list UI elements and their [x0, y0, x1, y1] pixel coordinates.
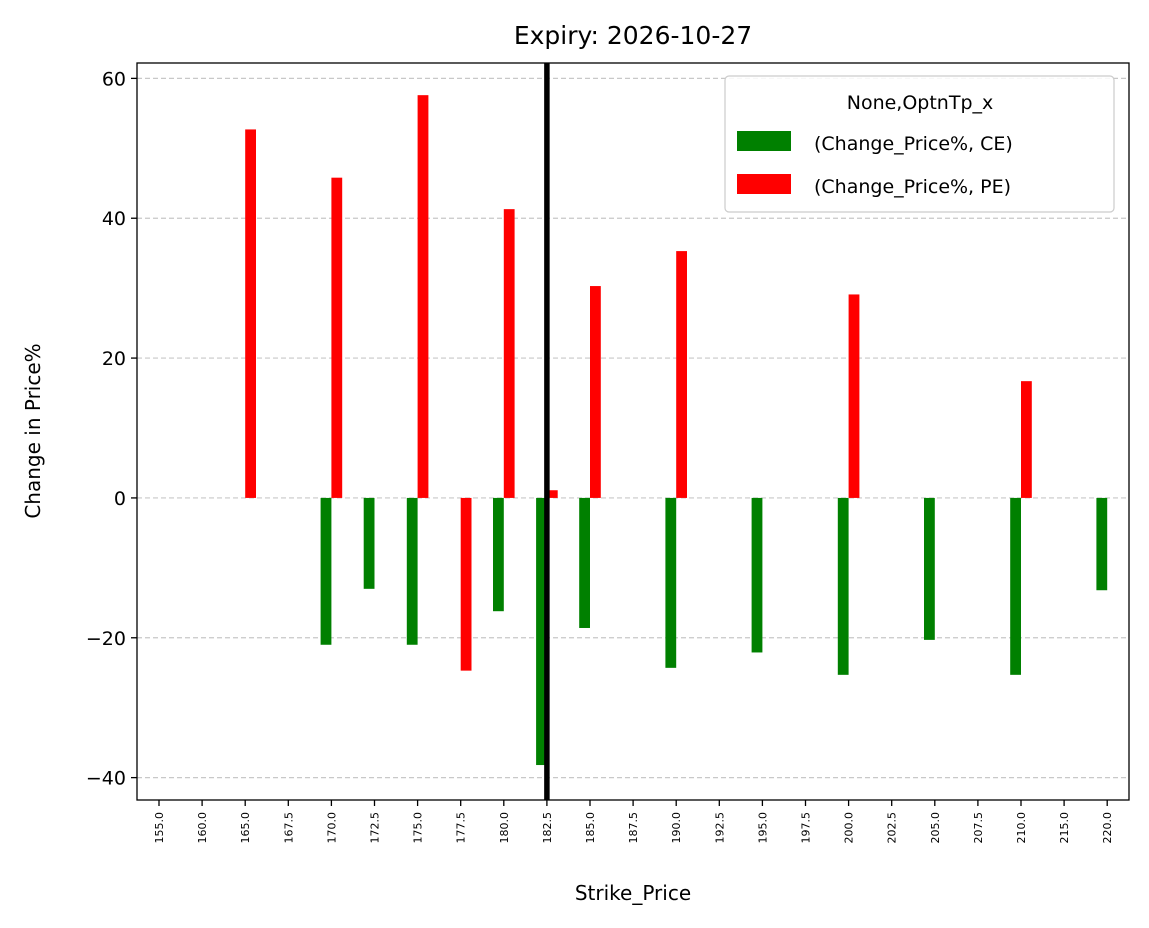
- y-axis-label: Change in Price%: [21, 343, 45, 518]
- bar-ce-190.0: [665, 497, 677, 668]
- bar-pe-210.0: [1021, 381, 1032, 498]
- bar-pe-177.5: [460, 497, 472, 671]
- bar-ce-185.0: [579, 497, 590, 628]
- x-tick-label: 185.0: [584, 812, 597, 844]
- x-tick-label: 180.0: [498, 812, 511, 844]
- bar-ce-195.0: [751, 497, 763, 653]
- y-gridlines: [137, 77, 1129, 779]
- legend-box: [724, 75, 1115, 213]
- x-tick-label: 220.0: [1101, 812, 1114, 844]
- x-tick-label: 187.5: [627, 812, 640, 844]
- x-tick-label: 160.0: [196, 812, 209, 844]
- y-tick-label: −40: [86, 768, 126, 790]
- bar-ce-172.5: [363, 497, 375, 589]
- y-tick-label: −20: [86, 628, 126, 650]
- bar-pe-170.0: [331, 177, 343, 498]
- bar-ce-182.5: [536, 497, 547, 766]
- legend-label-ce: (Change_Price%, CE): [814, 133, 1013, 155]
- bar-pe-200.0: [848, 294, 860, 498]
- x-tick-label: 172.5: [369, 812, 382, 844]
- bar-pe-190.0: [676, 251, 687, 498]
- bar-ce-210.0: [1010, 497, 1021, 675]
- legend-title: None,OptnTp_x: [847, 92, 994, 114]
- bar-pe-182.5: [546, 490, 558, 498]
- x-tick-label: 195.0: [756, 812, 769, 844]
- x-tick-label: 167.5: [282, 812, 295, 844]
- legend-swatch-pe: [737, 174, 791, 194]
- bar-pe-180.0: [503, 209, 515, 498]
- y-tick-label: 60: [102, 68, 126, 90]
- y-axis: 60 40 20 0 −20 −40: [86, 68, 137, 790]
- bar-ce-220.0: [1096, 497, 1108, 591]
- y-tick-label: 20: [102, 348, 126, 370]
- x-tick-label: 210.0: [1015, 812, 1028, 844]
- bar-ce-205.0: [924, 497, 935, 640]
- bar-ce-170.0: [320, 497, 332, 645]
- x-tick-label: 190.0: [670, 812, 683, 844]
- x-tick-label: 215.0: [1058, 812, 1071, 844]
- x-axis-label: Strike_Price: [575, 881, 691, 905]
- chart-title: Expiry: 2026-10-27: [514, 21, 752, 50]
- bar-pe-175.0: [417, 95, 429, 498]
- bars-group: [245, 95, 1108, 766]
- bar-ce-200.0: [837, 497, 849, 675]
- x-tick-label: 192.5: [713, 812, 726, 844]
- y-tick-label: 0: [114, 488, 126, 510]
- x-tick-label: 207.5: [972, 812, 985, 844]
- legend-swatch-ce: [737, 131, 791, 151]
- x-tick-label: 182.5: [541, 812, 554, 844]
- x-tick-label: 177.5: [455, 812, 468, 844]
- bar-pe-185.0: [590, 286, 601, 498]
- bar-ce-175.0: [406, 497, 418, 645]
- x-tick-label: 155.0: [153, 812, 166, 844]
- x-tick-label: 170.0: [325, 812, 338, 844]
- legend: None,OptnTp_x (Change_Price%, CE) (Chang…: [724, 75, 1115, 213]
- bar-ce-180.0: [493, 497, 504, 612]
- x-tick-label: 202.5: [886, 812, 899, 844]
- x-axis: 155.0 160.0 165.0 167.5 170.0 172.5 175.0 177.5…: [153, 800, 1114, 844]
- x-tick-label: 200.0: [843, 812, 856, 844]
- y-tick-label: 40: [102, 208, 126, 230]
- bar-pe-165.0: [245, 129, 256, 498]
- x-tick-label: 197.5: [800, 812, 813, 844]
- x-tick-label: 165.0: [239, 812, 252, 844]
- x-tick-label: 175.0: [412, 812, 425, 844]
- x-tick-label: 205.0: [929, 812, 942, 844]
- legend-label-pe: (Change_Price%, PE): [814, 176, 1011, 198]
